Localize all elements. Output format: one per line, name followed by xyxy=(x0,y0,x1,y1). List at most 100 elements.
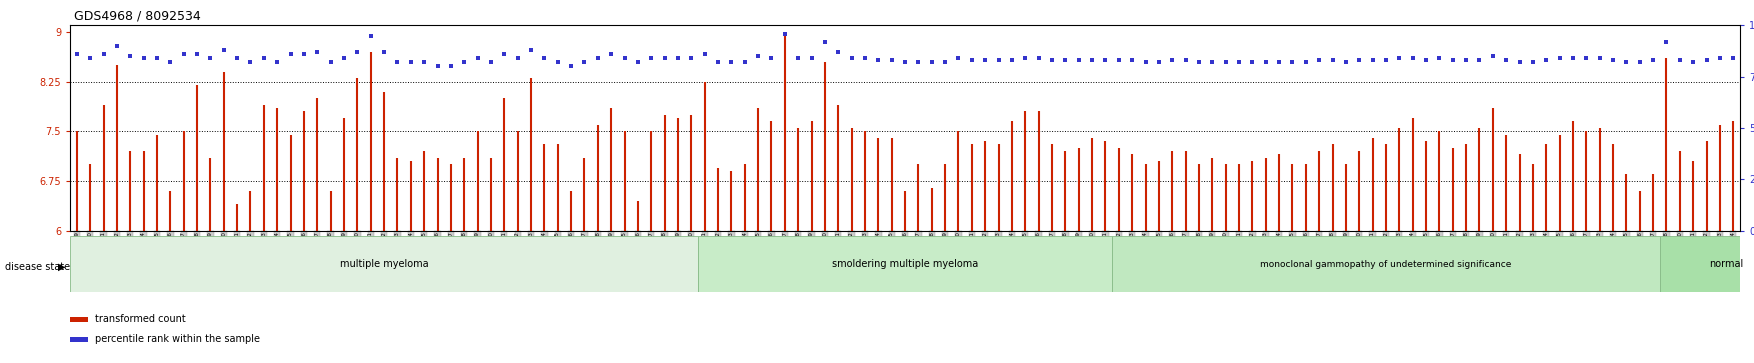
Bar xyxy=(1659,236,1754,292)
Point xyxy=(744,53,772,59)
Point xyxy=(237,60,265,65)
Point xyxy=(530,55,558,61)
Text: percentile rank within the sample: percentile rank within the sample xyxy=(95,334,260,344)
Point xyxy=(1612,60,1640,65)
Point xyxy=(317,60,346,65)
Point xyxy=(1479,53,1507,59)
Point xyxy=(1224,60,1252,65)
Point xyxy=(1719,55,1747,61)
Point xyxy=(1279,60,1307,65)
Point xyxy=(972,57,1000,63)
Point xyxy=(1398,55,1426,61)
Point xyxy=(958,57,986,63)
Point xyxy=(717,60,745,65)
Point xyxy=(758,55,786,61)
Point xyxy=(1038,57,1066,63)
Point xyxy=(984,57,1012,63)
Point xyxy=(1065,57,1093,63)
Point xyxy=(1372,57,1400,63)
Point xyxy=(824,49,852,55)
Point xyxy=(1117,57,1145,63)
Point xyxy=(610,55,638,61)
Point xyxy=(477,60,505,65)
Point xyxy=(1505,60,1533,65)
Point xyxy=(330,55,358,61)
Point xyxy=(1707,55,1735,61)
Point xyxy=(1319,57,1347,63)
Point xyxy=(917,60,945,65)
Point xyxy=(798,55,826,61)
Point xyxy=(1172,57,1200,63)
Point xyxy=(1265,60,1293,65)
Point xyxy=(877,57,905,63)
Point xyxy=(1638,57,1666,63)
Point xyxy=(116,53,144,59)
Bar xyxy=(70,236,698,292)
Point xyxy=(130,55,158,61)
Point xyxy=(491,51,519,57)
Point xyxy=(1465,57,1493,63)
Point xyxy=(838,55,866,61)
Point xyxy=(249,55,277,61)
Point xyxy=(210,47,239,53)
Point xyxy=(263,60,291,65)
Point xyxy=(1252,60,1280,65)
Text: disease state: disease state xyxy=(5,262,70,272)
Point xyxy=(677,55,705,61)
Point xyxy=(1666,57,1694,63)
Point xyxy=(1426,55,1454,61)
Point xyxy=(410,60,438,65)
Point xyxy=(1626,60,1654,65)
Point xyxy=(1105,57,1133,63)
Point xyxy=(1145,60,1173,65)
Point xyxy=(289,51,317,57)
Point xyxy=(1291,60,1319,65)
Point xyxy=(303,49,332,55)
Point xyxy=(570,60,598,65)
Point xyxy=(905,60,933,65)
Point xyxy=(1679,60,1707,65)
Point xyxy=(503,55,531,61)
Text: multiple myeloma: multiple myeloma xyxy=(340,259,428,269)
Point xyxy=(1131,60,1159,65)
Point xyxy=(144,55,172,61)
Point xyxy=(517,47,545,53)
Text: monoclonal gammopathy of undetermined significance: monoclonal gammopathy of undetermined si… xyxy=(1261,260,1512,269)
Point xyxy=(182,51,210,57)
Bar xyxy=(698,236,1112,292)
Point xyxy=(1572,55,1600,61)
Point xyxy=(624,60,652,65)
Point xyxy=(223,55,251,61)
Point xyxy=(356,33,384,38)
Point xyxy=(1051,57,1079,63)
Point xyxy=(1212,60,1240,65)
Point xyxy=(1158,57,1186,63)
Point xyxy=(637,55,665,61)
Point xyxy=(651,55,679,61)
Point xyxy=(196,55,225,61)
Point xyxy=(931,60,959,65)
Point xyxy=(384,60,412,65)
Point xyxy=(1198,60,1226,65)
Point xyxy=(1586,55,1614,61)
Point xyxy=(1545,55,1573,61)
Point xyxy=(1359,57,1387,63)
Point xyxy=(584,55,612,61)
Point xyxy=(691,51,719,57)
Point xyxy=(463,55,491,61)
Point xyxy=(731,60,759,65)
Point xyxy=(1412,57,1440,63)
Point xyxy=(891,60,919,65)
Bar xyxy=(1112,236,1659,292)
Point xyxy=(784,55,812,61)
Point xyxy=(89,51,118,57)
Point xyxy=(1024,55,1052,61)
Point xyxy=(63,51,91,57)
Point xyxy=(277,51,305,57)
Point xyxy=(544,60,572,65)
Point xyxy=(1331,60,1359,65)
Text: smoldering multiple myeloma: smoldering multiple myeloma xyxy=(831,259,979,269)
Point xyxy=(370,49,398,55)
Text: transformed count: transformed count xyxy=(95,314,186,325)
Point xyxy=(998,57,1026,63)
